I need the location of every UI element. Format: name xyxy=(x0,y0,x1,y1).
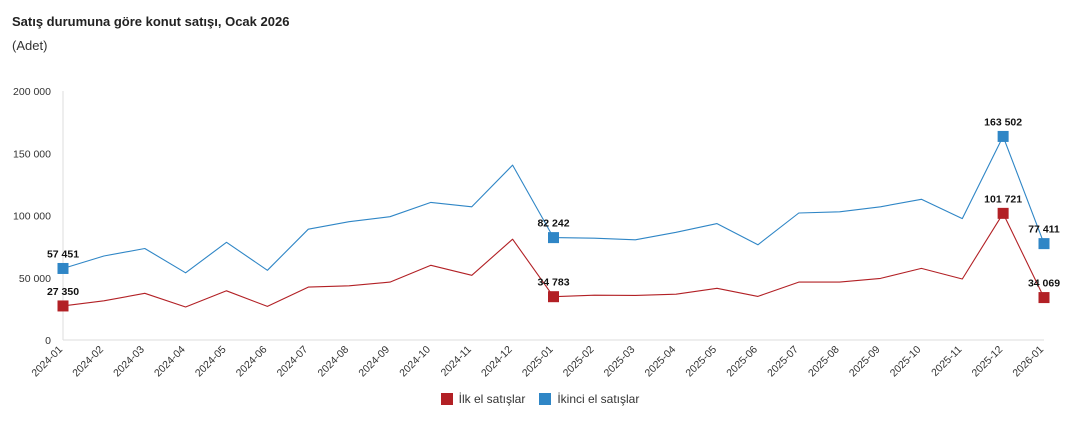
x-tick-label: 2024-09 xyxy=(356,344,392,380)
y-tick-label: 50 000 xyxy=(19,273,51,285)
y-tick-label: 200 000 xyxy=(13,86,51,98)
data-point-label: 34 783 xyxy=(537,277,569,289)
data-point-label: 163 502 xyxy=(984,116,1022,128)
x-tick-label: 2024-07 xyxy=(275,344,311,380)
x-tick-label: 2025-02 xyxy=(561,344,597,380)
chart-title: Satış durumuna göre konut satışı, Ocak 2… xyxy=(12,14,290,29)
data-point-marker[interactable] xyxy=(1038,292,1050,304)
chart-subtitle: (Adet) xyxy=(12,38,48,53)
data-label-layer: 27 350 34 783 101 721 34 069 57 451 82 242 163… xyxy=(47,116,1060,298)
chart-legend: İlk el satışlar İkinci el satışlar xyxy=(0,392,1080,406)
x-tick-label: 2024-05 xyxy=(193,344,229,380)
marker-layer xyxy=(57,130,1050,312)
x-tick-label: 2025-07 xyxy=(765,344,801,380)
data-point-label: 82 242 xyxy=(537,218,569,230)
legend-label-second-hand: İkinci el satışlar xyxy=(557,392,640,406)
x-tick-label: 2025-05 xyxy=(683,344,719,380)
x-tick-label: 2024-01 xyxy=(29,344,65,380)
data-point-marker[interactable] xyxy=(997,207,1009,219)
data-point-label: 101 721 xyxy=(984,193,1022,205)
legend-item-second-hand[interactable]: İkinci el satışlar xyxy=(539,392,639,406)
y-axis-tick-labels: 0 50 000 100 000 150 000 200 000 xyxy=(13,86,51,347)
data-point-marker[interactable] xyxy=(548,232,559,244)
x-tick-label: 2024-11 xyxy=(439,344,474,379)
data-point-label: 77 411 xyxy=(1028,224,1060,236)
data-point-label: 57 451 xyxy=(47,248,79,260)
x-tick-label: 2025-08 xyxy=(806,344,842,380)
legend-item-first-hand[interactable]: İlk el satışlar xyxy=(440,392,526,406)
x-tick-label: 2024-10 xyxy=(397,344,433,380)
x-tick-label: 2024-08 xyxy=(316,344,352,380)
series-line-1 xyxy=(62,135,1045,274)
x-tick-label: 2024-02 xyxy=(70,344,106,380)
x-tick-label: 2025-12 xyxy=(970,344,1006,380)
x-tick-label: 2026-01 xyxy=(1010,344,1046,380)
y-tick-label: 100 000 xyxy=(13,211,51,223)
x-tick-label: 2025-04 xyxy=(643,344,679,380)
data-point-marker[interactable] xyxy=(1038,238,1050,250)
x-tick-label: 2024-04 xyxy=(152,344,188,380)
y-tick-label: 150 000 xyxy=(13,148,51,160)
data-point-marker[interactable] xyxy=(997,130,1009,142)
data-point-marker[interactable] xyxy=(548,291,559,303)
legend-label-first-hand: İlk el satışlar xyxy=(458,392,526,406)
legend-swatch-first-hand xyxy=(440,393,453,405)
legend-swatch-second-hand xyxy=(539,393,552,405)
x-tick-label: 2024-06 xyxy=(234,344,270,380)
data-point-marker[interactable] xyxy=(57,262,69,274)
x-tick-label: 2025-09 xyxy=(847,344,883,380)
x-tick-label: 2024-12 xyxy=(479,344,515,380)
x-tick-label: 2025-01 xyxy=(520,344,556,380)
x-tick-label: 2025-10 xyxy=(888,344,924,380)
x-tick-label: 2024-03 xyxy=(111,344,147,380)
x-axis-tick-labels: 2024-01 2024-02 2024-03 2024-04 2024-05 2024-… xyxy=(29,344,1046,380)
x-tick-label: 2025-11 xyxy=(929,344,964,379)
data-point-label: 27 350 xyxy=(47,286,79,298)
x-tick-label: 2025-06 xyxy=(724,344,760,380)
data-point-label: 34 069 xyxy=(1028,278,1060,290)
data-point-marker[interactable] xyxy=(57,300,69,312)
x-tick-label: 2025-03 xyxy=(602,344,638,380)
y-tick-label: 0 xyxy=(45,335,51,347)
